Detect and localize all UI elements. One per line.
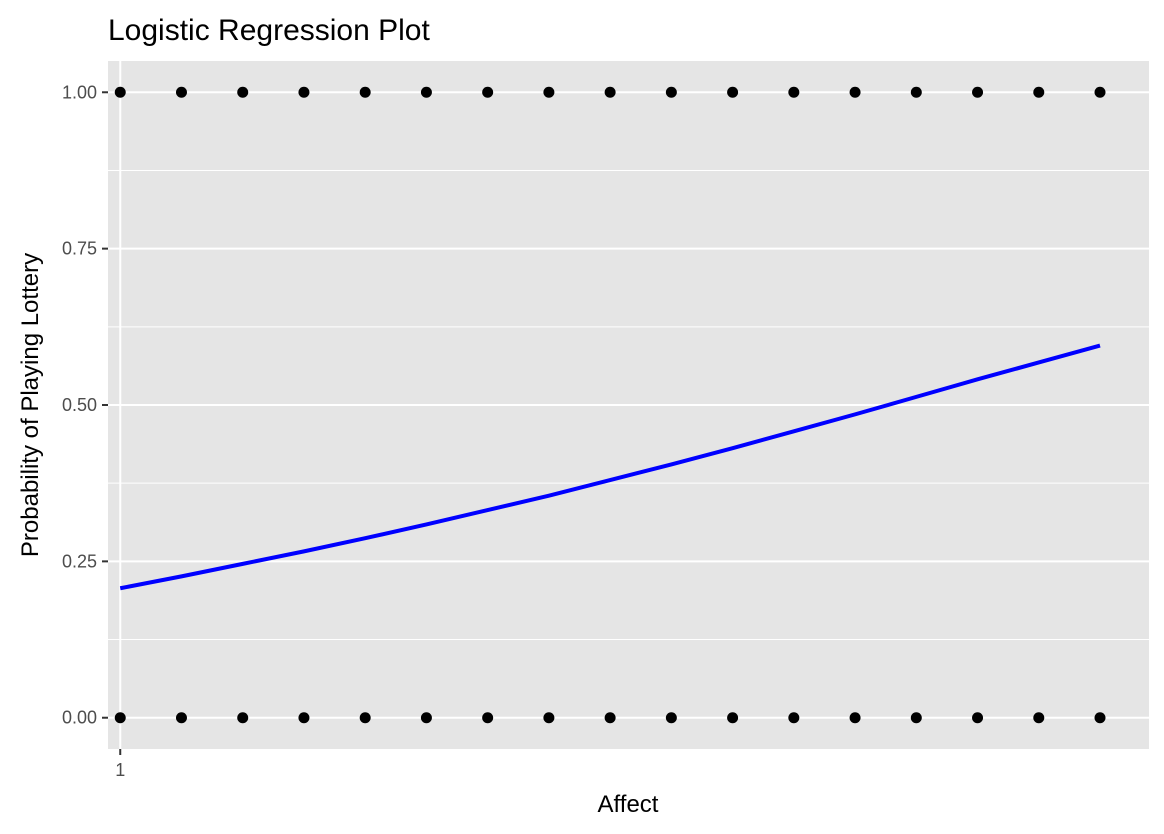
data-point-s1-14 — [972, 712, 984, 724]
data-point-s0-10 — [727, 86, 739, 98]
data-point-s1-8 — [604, 712, 616, 724]
data-point-s1-0 — [114, 712, 126, 724]
y-tick-label-1: 0.25 — [62, 551, 97, 571]
chart-title: Logistic Regression Plot — [108, 14, 430, 47]
data-point-s0-12 — [849, 86, 861, 98]
data-point-s0-8 — [604, 86, 616, 98]
data-point-s0-3 — [298, 86, 310, 98]
data-point-s0-14 — [972, 86, 984, 98]
data-point-s0-6 — [482, 86, 494, 98]
data-point-s1-5 — [420, 712, 432, 724]
data-point-s1-2 — [237, 712, 249, 724]
data-point-s0-7 — [543, 86, 555, 98]
fitted-curve-layer — [119, 343, 1101, 591]
data-point-s0-0 — [114, 86, 126, 98]
y-axis: 0.00 0.25 0.50 0.75 1.00 — [62, 82, 108, 728]
data-point-s0-11 — [788, 86, 800, 98]
data-point-s0-1 — [175, 86, 187, 98]
data-point-s1-9 — [665, 712, 677, 724]
y-tick-label-0: 0.00 — [62, 708, 97, 728]
minor-gridlines — [108, 169, 1149, 641]
data-point-s1-10 — [727, 712, 739, 724]
data-points-layer — [114, 86, 1106, 724]
y-tick-label-4: 1.00 — [62, 82, 97, 102]
data-point-s1-12 — [849, 712, 861, 724]
data-point-s0-16 — [1094, 86, 1106, 98]
data-point-s1-13 — [910, 712, 922, 724]
data-point-s0-4 — [359, 86, 371, 98]
data-point-s0-9 — [665, 86, 677, 98]
x-axis-title: Affect — [598, 791, 659, 818]
data-point-s1-3 — [298, 712, 310, 724]
data-point-s0-2 — [237, 86, 249, 98]
data-point-s1-16 — [1094, 712, 1106, 724]
data-point-s1-1 — [175, 712, 187, 724]
data-point-s1-4 — [359, 712, 371, 724]
data-point-s0-15 — [1033, 86, 1045, 98]
y-tick-label-3: 0.75 — [62, 239, 97, 259]
data-point-s1-11 — [788, 712, 800, 724]
y-axis-title: Probability of Playing Lottery — [17, 253, 44, 557]
x-tick-label-0: 1 — [115, 760, 125, 780]
x-axis: 1 — [115, 749, 125, 780]
data-point-s0-13 — [910, 86, 922, 98]
data-point-s1-7 — [543, 712, 555, 724]
data-point-s1-15 — [1033, 712, 1045, 724]
data-point-s1-6 — [482, 712, 494, 724]
data-point-s0-5 — [420, 86, 432, 98]
fitted-logistic-curve — [119, 343, 1101, 591]
y-tick-label-2: 0.50 — [62, 395, 97, 415]
